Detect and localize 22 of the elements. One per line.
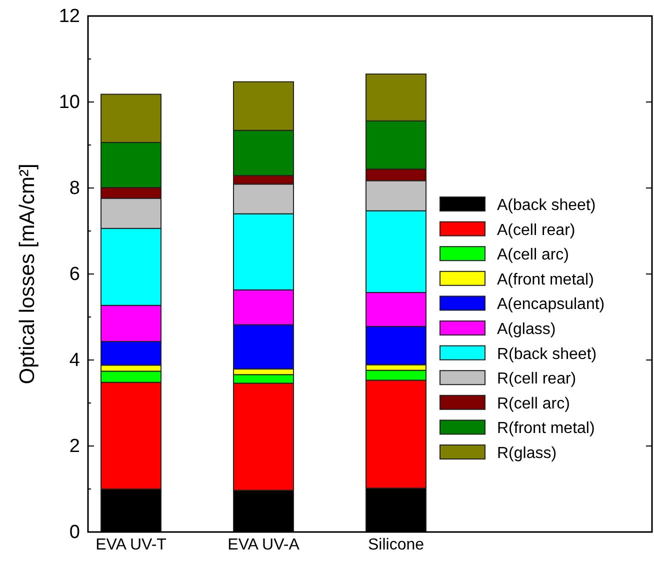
legend-label: A(back sheet)	[497, 197, 596, 214]
legend-label: R(back sheet)	[497, 346, 597, 363]
legend-label: A(cell rear)	[497, 222, 576, 239]
y-tick-label: 8	[69, 178, 80, 200]
legend-label: R(glass)	[497, 445, 557, 462]
legend-label: A(encapsulant)	[497, 296, 605, 314]
legend-label: A(glass)	[497, 321, 556, 338]
legend-label: R(cell rear)	[497, 370, 576, 388]
legend-label: A(cell arc)	[497, 246, 570, 264]
y-tick-label: 0	[69, 522, 80, 544]
y-axis-title: Optical losses [mA/cm²]	[16, 164, 39, 384]
y-tick-label: 2	[69, 436, 80, 458]
x-tick-label: EVA UV-A	[228, 536, 300, 554]
legend-label: R(front metal)	[497, 420, 595, 438]
y-tick-label: 6	[69, 264, 80, 286]
legend-label: R(cell arc)	[497, 395, 570, 412]
y-tick-label: 10	[58, 92, 80, 114]
x-tick-label: EVA UV-T	[96, 536, 167, 554]
y-tick-label: 12	[58, 6, 80, 28]
x-tick-label: Silicone	[368, 536, 424, 554]
y-tick-label: 4	[69, 350, 80, 372]
legend-label: A(front metal)	[497, 271, 594, 288]
